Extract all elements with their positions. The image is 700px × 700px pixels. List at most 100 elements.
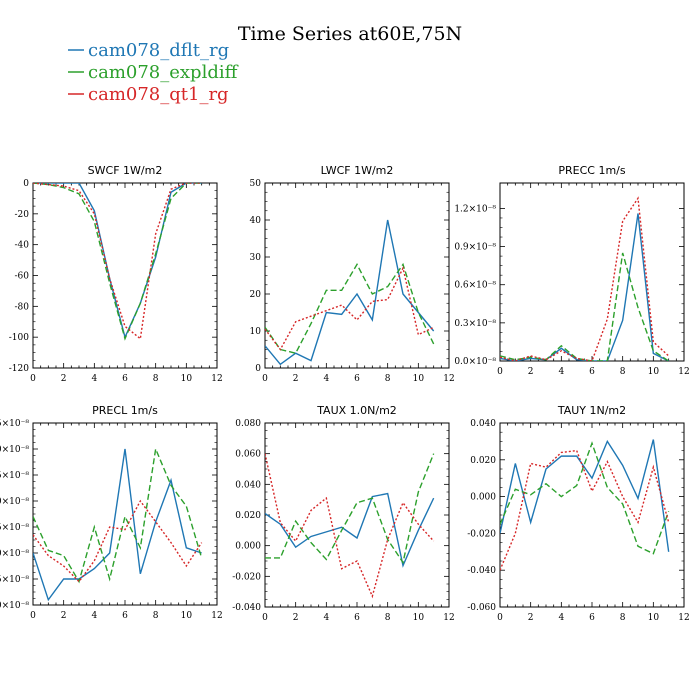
x-tick-label: 0 [497,367,503,377]
panel-title: SWCF 1W/m2 [88,164,163,177]
x-tick-label: 8 [620,613,626,623]
plot-frame [264,422,450,608]
series-line-cam078_dflt_rg [500,439,670,552]
y-tick-label: 0.000 [470,493,496,503]
x-tick-label: 2 [528,367,534,377]
x-tick-label: 12 [211,611,222,621]
series-line-cam078_expldiff [33,183,202,341]
x-tick-label: 8 [385,374,391,384]
series-line-cam078_qt1_rg [33,499,203,583]
y-tick-label: -0.060 [467,603,496,613]
y-tick-label: -100 [9,333,29,343]
y-tick-label: 20 [250,290,262,300]
x-tick-label: 0 [30,611,36,621]
y-tick-label: -20 [15,210,30,220]
y-tick-label: 10 [250,327,262,337]
x-tick-label: 4 [558,613,564,623]
y-tick-label: .0×10⁻⁸ [0,549,29,559]
x-tick-label: 10 [413,613,425,623]
chart-panels: SWCF 1W/m2 0 2 4 6 8 10 12 -120 -100 -80 -60 -40 -20 0… [0,164,690,623]
y-tick-label: 0.020 [235,511,261,521]
y-tick-label: 0.060 [235,450,261,460]
x-tick-label: 0 [497,613,503,623]
chart-panel-1: SWCF 1W/m2 0 2 4 6 8 10 12 -120 -100 -80 -60 -40 -20 0 [9,164,223,384]
x-tick-label: 6 [122,611,128,621]
y-tick-label: .0×10⁻⁸ [0,445,29,455]
figure-title: Time Series at60E,75N [238,23,462,45]
panel-title: TAUX 1.0N/m2 [316,404,397,417]
series-line-cam078_dflt_rg [265,219,435,366]
x-tick-label: 8 [153,374,159,384]
chart-panel-3: PRECC 1m/s 0 2 4 6 8 10 12 0.0×10⁻⁸ 0.3×10⁻⁸ 0.6×1… [454,164,689,377]
y-tick-label: -0.040 [467,566,496,576]
series-line-cam078_qt1_rg [33,183,202,341]
x-tick-label: 10 [648,367,660,377]
y-tick-label: 0.000 [235,542,261,552]
y-tick-label: -0.040 [232,603,261,613]
chart-panel-5: TAUX 1.0N/m2 0 2 4 6 8 10 12 -0.040 -0.020 0.000 0.… [232,404,455,623]
y-tick-label: -0.020 [467,529,496,539]
x-tick-label: 10 [413,374,425,384]
series-line-cam078_expldiff [265,262,435,355]
x-tick-label: 0 [30,374,36,384]
x-tick-label: 12 [211,374,222,384]
chart-panel-4: PRECL 1m/s 0 2 4 6 8 10 12 .0×10⁻⁸ .5×10⁻⁸ .0×10⁻⁸… [0,404,223,621]
panel-title: PRECL 1m/s [92,404,158,417]
y-tick-label: 0.040 [235,480,261,490]
y-tick-label: 0.040 [470,419,496,429]
x-tick-label: 4 [323,613,329,623]
x-tick-label: 6 [354,613,360,623]
y-tick-label: 0 [23,179,29,189]
panel-title: LWCF 1W/m2 [321,164,394,177]
x-tick-label: 8 [385,613,391,623]
series-line-cam078_expldiff [33,446,203,584]
legend-label-cam078_qt1_rg: cam078_qt1_rg [88,84,229,105]
plot-frame [264,182,450,369]
chart-panel-2: LWCF 1W/m2 0 2 4 6 8 10 12 0 10 20 30 40 50 [250,164,455,384]
chart-panel-6: TAUY 1N/m2 0 2 4 6 8 10 12 -0.060 -0.040 -0.020 0.0… [467,404,690,623]
y-tick-label: 50 [250,179,262,189]
series-line-cam078_qt1_rg [500,449,670,571]
y-tick-label: .0×10⁻⁸ [0,601,29,611]
x-tick-label: 10 [181,611,193,621]
y-tick-label: 0.6×10⁻⁸ [454,281,496,291]
x-tick-label: 10 [648,613,660,623]
y-tick-label: 0.3×10⁻⁸ [454,319,496,329]
x-tick-label: 0 [262,374,268,384]
y-tick-label: 1.2×10⁻⁸ [454,204,496,214]
y-tick-label: 0.080 [235,419,261,429]
panel-title: TAUY 1N/m2 [557,404,626,417]
x-tick-label: 6 [589,613,595,623]
legend-label-cam078_dflt_rg: cam078_dflt_rg [88,40,229,61]
series-line-cam078_expldiff [500,252,670,361]
x-tick-label: 8 [620,367,626,377]
x-tick-label: 6 [122,374,128,384]
x-tick-label: 4 [323,374,329,384]
y-tick-label: -80 [15,302,30,312]
x-tick-label: 4 [91,374,97,384]
y-tick-label: 30 [250,253,262,263]
legend-label-cam078_expldiff: cam078_expldiff [88,62,239,83]
plot-frame [499,422,685,608]
x-tick-label: 2 [293,374,299,384]
x-tick-label: 4 [91,611,97,621]
legend: cam078_dflt_rgcam078_expldiffcam078_qt1_… [68,40,239,105]
series-line-cam078_dflt_rg [265,492,435,568]
series-line-cam078_qt1_rg [265,266,434,351]
y-tick-label: -0.020 [232,572,261,582]
series-line-cam078_dflt_rg [500,213,669,361]
y-tick-label: 40 [250,216,262,226]
series-line-cam078_qt1_rg [265,453,435,599]
y-tick-label: -120 [9,364,29,374]
y-tick-label: .5×10⁻⁸ [0,523,29,533]
series-line-cam078_dflt_rg [33,448,202,602]
x-tick-label: 2 [293,613,299,623]
y-tick-label: -40 [15,241,30,251]
y-tick-label: 0.020 [470,456,496,466]
y-tick-label: 0.0×10⁻⁸ [454,357,496,367]
x-tick-label: 0 [262,613,268,623]
x-tick-label: 6 [589,367,595,377]
y-tick-label: .5×10⁻⁸ [0,419,29,429]
y-tick-label: .0×10⁻⁸ [0,497,29,507]
